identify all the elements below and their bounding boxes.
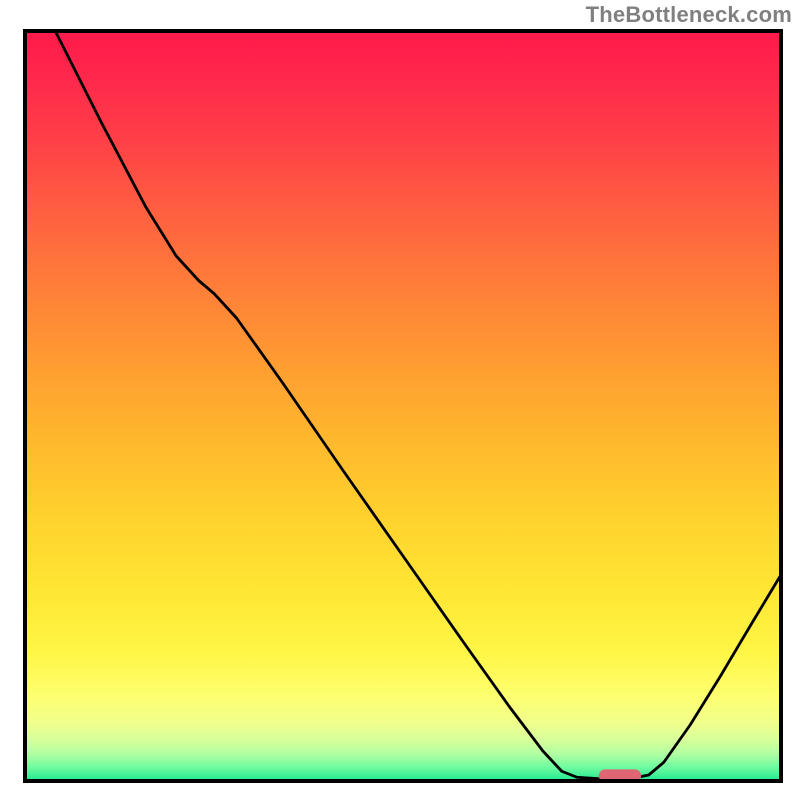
stage: TheBottleneck.com bbox=[0, 0, 800, 800]
gradient-background bbox=[25, 31, 781, 781]
bottleneck-plot bbox=[23, 29, 783, 783]
plot-svg bbox=[23, 29, 783, 783]
watermark-text: TheBottleneck.com bbox=[586, 2, 792, 28]
